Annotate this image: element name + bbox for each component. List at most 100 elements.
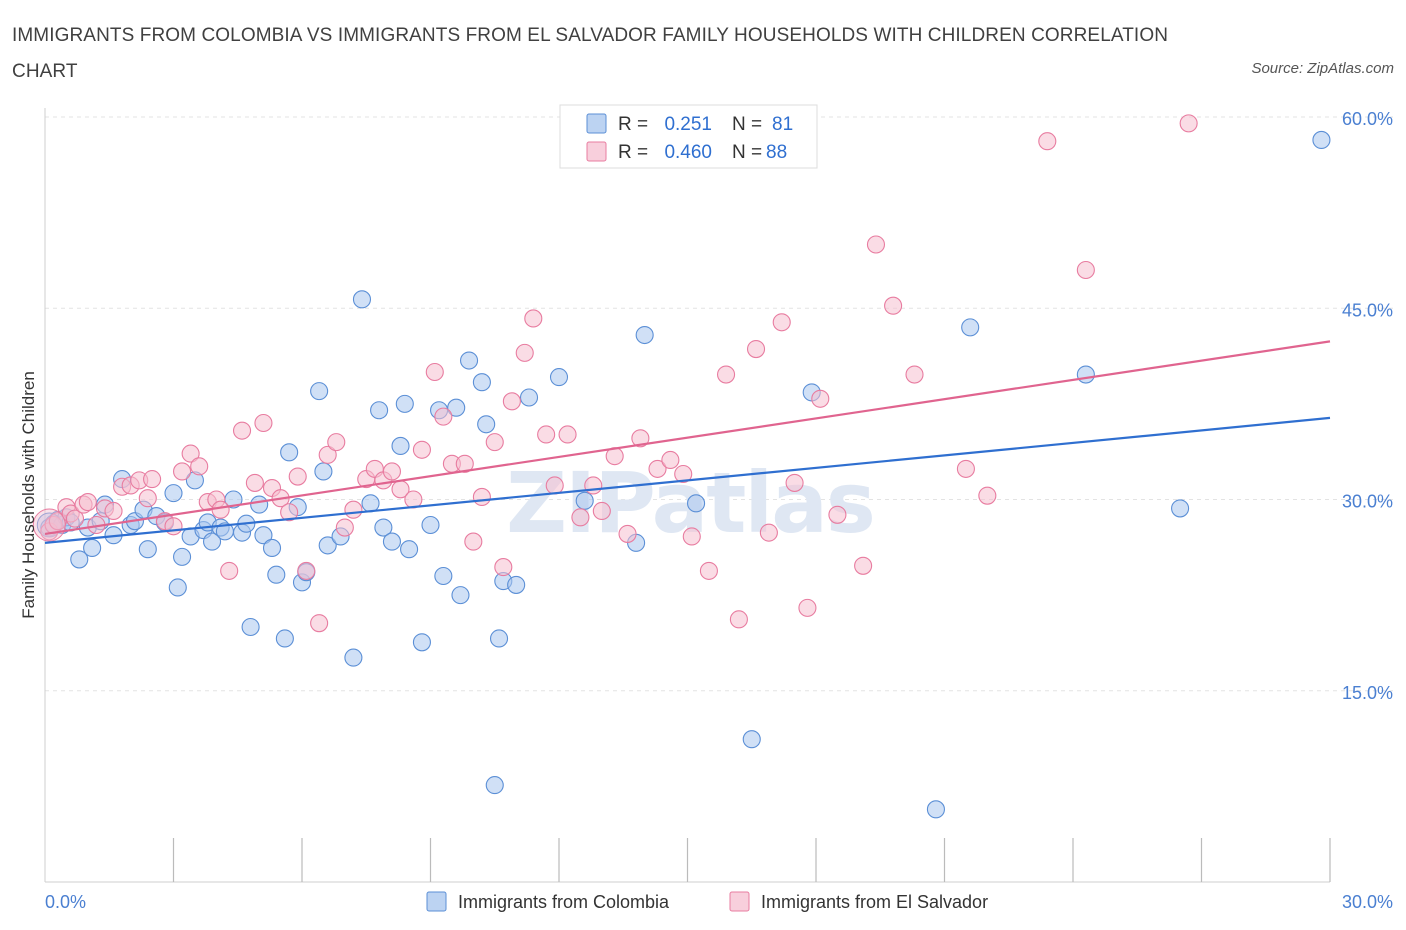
point-colombia-54 <box>400 540 419 559</box>
point-colombia-69 <box>575 491 594 510</box>
point-colombia-47 <box>352 290 372 309</box>
point-el-salvador-76 <box>798 598 817 617</box>
point-el-salvador-57 <box>545 476 564 495</box>
point-colombia-62 <box>472 373 491 392</box>
point-el-salvador-79 <box>854 556 873 575</box>
legend-r-label-colombia: R = <box>618 114 648 135</box>
stats-legend: R = 0.251 N = 81 R = 0.460 N = 88 <box>559 104 818 169</box>
trend-line-colombia <box>44 416 1331 544</box>
point-el-salvador-74 <box>772 313 791 332</box>
point-cluster-el-salvador <box>32 508 66 542</box>
chart-title: IMMIGRANTS FROM COLOMBIA VS IMMIGRANTS F… <box>12 25 1169 82</box>
point-el-salvador-65 <box>648 459 667 478</box>
point-colombia-73 <box>742 730 761 749</box>
point-el-salvador-80 <box>866 235 886 254</box>
point-el-salvador-69 <box>699 561 718 580</box>
point-el-salvador-67 <box>674 464 693 484</box>
y-tick-label-45: 45.0% <box>1342 300 1393 320</box>
point-colombia-49 <box>370 401 389 420</box>
point-colombia-42 <box>310 382 329 401</box>
point-colombia-68 <box>549 368 569 387</box>
point-el-salvador-5 <box>65 509 85 528</box>
point-el-salvador-66 <box>661 450 680 470</box>
point-el-salvador-31 <box>288 467 307 486</box>
legend-r-label-el-salvador: R = <box>618 142 648 163</box>
bottom-legend-label-el-salvador: Immigrants from El Salvador <box>761 892 988 912</box>
point-el-salvador-51 <box>485 433 504 452</box>
legend-n-label-colombia: N = <box>732 114 762 135</box>
point-colombia-8 <box>83 538 102 558</box>
point-el-salvador-54 <box>515 343 534 362</box>
point-el-salvador-7 <box>78 492 97 512</box>
y-tick-label-15: 15.0% <box>1342 683 1393 703</box>
point-el-salvador-77 <box>811 389 830 408</box>
point-el-salvador-71 <box>729 610 748 629</box>
point-colombia-50 <box>374 518 393 537</box>
point-colombia-44 <box>318 536 337 555</box>
gridlines <box>45 116 1395 692</box>
trend-lines <box>44 340 1331 544</box>
point-el-salvador-55 <box>524 309 543 328</box>
trend-line-el-salvador <box>44 340 1331 536</box>
bottom-legend-label-colombia: Immigrants from Colombia <box>458 892 670 912</box>
point-el-salvador-45 <box>425 362 444 382</box>
bottom-legend-swatch-colombia <box>426 891 447 912</box>
point-colombia-43 <box>314 462 333 481</box>
point-el-salvador-34 <box>318 445 337 464</box>
point-colombia-6 <box>70 550 89 569</box>
point-el-salvador-85 <box>1038 132 1057 151</box>
point-el-salvador-78 <box>828 505 847 524</box>
point-el-salvador-64 <box>631 429 650 448</box>
point-el-salvador-53 <box>502 392 521 411</box>
point-el-salvador-50 <box>472 487 491 507</box>
point-colombia-72 <box>687 494 706 513</box>
point-el-salvador-87 <box>1179 114 1198 133</box>
point-el-salvador-83 <box>956 459 975 478</box>
point-el-salvador-52 <box>494 558 513 577</box>
point-colombia-63 <box>477 415 496 434</box>
point-el-salvador-82 <box>905 365 924 384</box>
point-colombia-16 <box>138 540 157 559</box>
point-el-salvador-35 <box>327 433 346 452</box>
point-el-salvador-17 <box>164 517 183 536</box>
point-el-salvador-24 <box>220 561 239 580</box>
point-el-salvador-27 <box>254 413 273 433</box>
point-colombia-64 <box>489 629 509 648</box>
point-colombia-53 <box>395 394 414 413</box>
point-colombia-76 <box>961 318 980 337</box>
point-colombia-37 <box>275 629 294 648</box>
x-axis-ticks <box>172 838 1331 882</box>
point-el-salvador-84 <box>978 486 997 505</box>
point-colombia-58 <box>434 566 453 586</box>
point-el-salvador-19 <box>181 444 200 463</box>
legend-swatch-el-salvador <box>586 141 607 162</box>
point-el-salvador-72 <box>746 339 766 359</box>
point-colombia-66 <box>507 575 526 594</box>
legend-r-value-colombia: 0.251 <box>664 114 712 135</box>
legend-n-value-el-salvador: 88 <box>766 142 787 163</box>
point-el-salvador-48 <box>455 454 474 473</box>
legend-swatch-colombia <box>586 113 607 134</box>
point-colombia-77 <box>1076 365 1095 384</box>
point-el-salvador-56 <box>537 425 556 444</box>
point-el-salvador-10 <box>104 501 123 521</box>
point-el-salvador-46 <box>434 407 453 426</box>
point-el-salvador-33 <box>310 614 329 633</box>
point-colombia-26 <box>203 532 222 551</box>
bottom-legend-swatch-el-salvador <box>729 891 750 912</box>
legend-n-label-el-salvador: N = <box>732 142 762 163</box>
legend-n-value-colombia: 81 <box>772 114 793 135</box>
point-el-salvador-20 <box>190 457 209 476</box>
point-el-salvador-44 <box>412 440 431 459</box>
point-colombia-56 <box>421 515 440 535</box>
point-colombia-20 <box>168 578 187 597</box>
point-el-salvador-18 <box>173 462 192 481</box>
point-el-salvador-41 <box>382 462 402 481</box>
point-colombia-48 <box>361 494 380 513</box>
point-colombia-19 <box>164 484 183 503</box>
y-axis-tick-labels: 15.0% 30.0% 45.0% 60.0% <box>1342 109 1393 703</box>
point-el-salvador-86 <box>1076 260 1095 280</box>
series-el-salvador-points <box>32 114 1198 633</box>
point-colombia-59 <box>447 398 466 417</box>
point-el-salvador-14 <box>138 489 157 508</box>
